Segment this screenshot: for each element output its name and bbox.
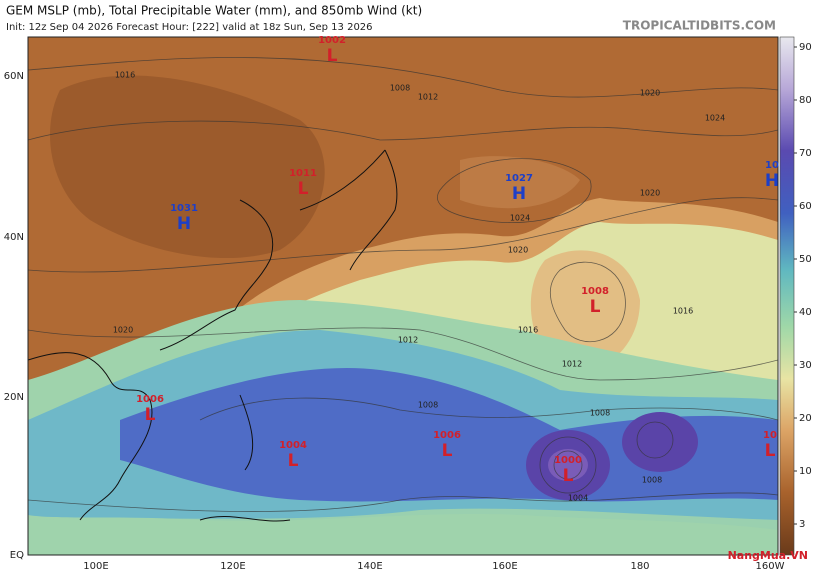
isobar [437, 158, 592, 223]
isobar [28, 327, 778, 381]
field-blue [120, 368, 778, 502]
colorbar-label: 70 [799, 148, 812, 159]
isobar [553, 450, 583, 480]
longitude-label: 100E [83, 561, 108, 572]
pressure-letter: L [288, 451, 299, 471]
colorbar [779, 36, 795, 556]
longitude-label: 160E [492, 561, 517, 572]
colorbar-label: 3 [799, 519, 805, 530]
field-dark [50, 75, 325, 259]
pressure-letter: L [327, 46, 338, 66]
pressure-letter: H [512, 184, 526, 204]
longitude-label: 160W [756, 561, 785, 572]
colorbar-label: 60 [799, 201, 812, 212]
isobar [28, 57, 778, 98]
longitude-label: 140E [357, 561, 382, 572]
pressure-value: 1031 [170, 203, 198, 214]
longitude-label: 180 [630, 561, 649, 572]
subtitle: Init: 12z Sep 04 2026 Forecast Hour: [22… [6, 22, 373, 33]
pressure-letter: L [563, 466, 574, 486]
isobar-label: 1020 [640, 189, 660, 198]
isobar-label: 1008 [590, 409, 610, 418]
colorbar-label: 10 [799, 466, 812, 477]
field-purple [622, 412, 698, 472]
pressure-letter: L [298, 179, 309, 199]
isobar [549, 261, 626, 343]
site-name: TROPICALTIDBITS.COM [623, 19, 776, 33]
isobar [199, 397, 778, 421]
coastline [28, 149, 398, 522]
latitude-label: 60N [4, 71, 24, 82]
colorbar-label: 30 [799, 360, 812, 371]
pressure-value: 1011 [289, 168, 317, 179]
pressure-letter: H [765, 171, 779, 191]
isobar-label: 1020 [113, 326, 133, 335]
pressure-value: 1000 [554, 455, 582, 466]
isobar-label: 1012 [562, 360, 582, 369]
isobar-label: 1020 [640, 89, 660, 98]
pressure-letter: H [177, 214, 191, 234]
pressure-value: 10 [763, 430, 777, 441]
pressure-value: 1006 [433, 430, 461, 441]
latitude-label: 20N [4, 392, 24, 403]
isobar [28, 492, 778, 512]
colorbar-label: 80 [799, 95, 812, 106]
field-core [548, 449, 588, 481]
pressure-letter: L [442, 441, 453, 461]
colorbar-label: 20 [799, 413, 812, 424]
map-frame [27, 36, 779, 556]
isobar-label: 1008 [390, 84, 410, 93]
colorbar-label: 50 [799, 254, 812, 265]
isobar-label: 1016 [673, 307, 693, 316]
pressure-letter: L [590, 297, 601, 317]
latitude-label: EQ [10, 550, 24, 561]
pressure-value: 10 [765, 160, 779, 171]
pressure-value: 1006 [136, 394, 164, 405]
longitude-label: 120E [220, 561, 245, 572]
field-south [28, 508, 778, 555]
isobar-label: 1012 [418, 93, 438, 102]
isobar-label: 1008 [418, 401, 438, 410]
isobar [28, 197, 778, 273]
watermark: NangMua.VN [728, 549, 808, 562]
isobar [539, 436, 597, 494]
isobar-label: 1004 [568, 494, 588, 503]
pressure-value: 1004 [279, 440, 307, 451]
isobar-label: 1020 [508, 246, 528, 255]
isobar-label: 1016 [518, 326, 538, 335]
title: GEM MSLP (mb), Total Precipitable Water … [6, 4, 422, 18]
field-ridge [460, 156, 580, 209]
pressure-value: 1008 [581, 286, 609, 297]
isobar [636, 421, 674, 459]
isobar-label: 1024 [705, 114, 725, 123]
pressure-letter: L [145, 405, 156, 425]
isobar-label: 1012 [398, 336, 418, 345]
colorbar-label: 90 [799, 42, 812, 53]
pressure-letter: L [765, 441, 776, 461]
colorbar-label: 40 [799, 307, 812, 318]
latitude-label: 40N [4, 232, 24, 243]
pressure-value: 1002 [318, 35, 346, 46]
isobar [28, 120, 778, 141]
map-area [28, 37, 778, 555]
isobar-label: 1016 [115, 71, 135, 80]
pressure-value: 1027 [505, 173, 533, 184]
isobar-label: 1008 [642, 476, 662, 485]
isobar-label: 1024 [510, 214, 530, 223]
